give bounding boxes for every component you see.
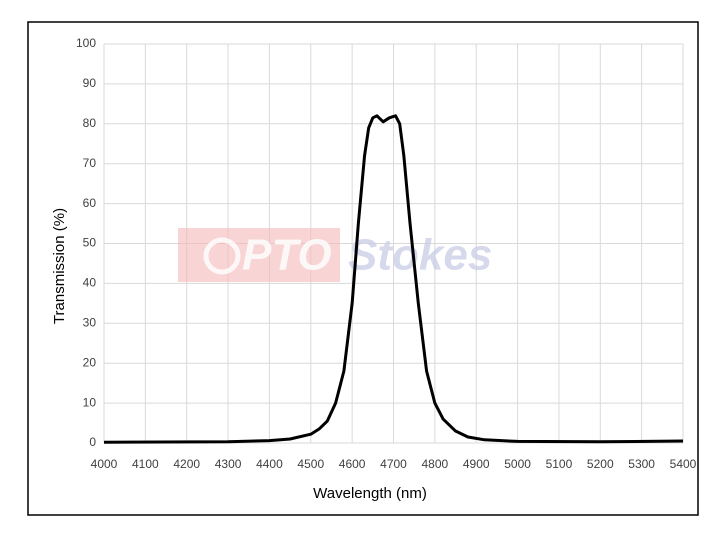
x-tick-label: 5000 xyxy=(504,457,531,471)
x-tick-label: 4800 xyxy=(422,457,449,471)
x-axis-label: Wavelength (nm) xyxy=(313,485,427,502)
x-tick-label: 4300 xyxy=(215,457,242,471)
y-tick-label: 60 xyxy=(83,196,97,210)
y-tick-label: 40 xyxy=(83,276,97,290)
watermark-logo xyxy=(203,237,241,275)
watermark: PTO Stokes xyxy=(178,228,492,282)
y-tick-label: 90 xyxy=(83,76,97,90)
y-tick-label: 10 xyxy=(83,395,97,409)
x-tick-label: 5300 xyxy=(628,457,655,471)
x-tick-label: 5200 xyxy=(587,457,614,471)
x-tick-label: 5400 xyxy=(670,457,697,471)
y-tick-label: 0 xyxy=(89,435,96,449)
x-tick-label: 4900 xyxy=(463,457,490,471)
y-tick-label: 30 xyxy=(83,315,97,329)
x-tick-label: 4400 xyxy=(256,457,283,471)
x-tick-label: 4700 xyxy=(380,457,407,471)
data-line xyxy=(103,114,684,444)
y-tick-label: 100 xyxy=(76,36,96,50)
watermark-text: PTO xyxy=(242,231,332,280)
x-tick-label: 4600 xyxy=(339,457,366,471)
x-tick-label: 5100 xyxy=(546,457,573,471)
watermark-text: Stokes xyxy=(348,231,492,280)
y-tick-label: 50 xyxy=(83,236,97,250)
y-tick-label: 80 xyxy=(83,116,97,130)
y-tick-label: 70 xyxy=(83,156,97,170)
y-axis-label: Transmission (%) xyxy=(51,208,68,324)
frame xyxy=(27,21,699,516)
x-tick-label: 4000 xyxy=(91,457,118,471)
y-tick-label: 20 xyxy=(83,355,97,369)
x-tick-label: 4500 xyxy=(297,457,324,471)
x-tick-label: 4100 xyxy=(132,457,159,471)
x-tick-label: 4200 xyxy=(173,457,200,471)
